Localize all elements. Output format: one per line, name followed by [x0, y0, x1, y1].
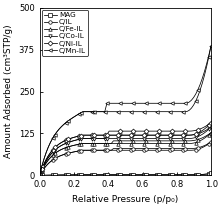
- Line: C/Co-IL: C/Co-IL: [38, 125, 213, 177]
- C/Mn-IL: [140, 110, 143, 113]
- MAG: [140, 173, 143, 176]
- MAG: [143, 173, 145, 176]
- MAG: [149, 173, 152, 176]
- C/IL: [210, 141, 212, 143]
- C/Ni-IL: [140, 134, 143, 136]
- C/Co-IL: [143, 137, 145, 140]
- C/Mn-IL: [114, 110, 117, 113]
- C/Ni-IL: [155, 134, 158, 136]
- C/IL: [149, 149, 152, 151]
- C/Fe-IL: [149, 142, 152, 145]
- C/Co-IL: [210, 126, 212, 128]
- MAG: [210, 172, 212, 175]
- Legend: MAG, C/IL, C/Fe-IL, C/Co-IL, C/Ni-IL, C/Mn-IL: MAG, C/IL, C/Fe-IL, C/Co-IL, C/Ni-IL, C/…: [42, 10, 88, 56]
- Line: C/Ni-IL: C/Ni-IL: [38, 121, 213, 177]
- C/Mn-IL: [143, 110, 145, 113]
- C/IL: [114, 149, 117, 151]
- C/Mn-IL: [38, 173, 41, 176]
- C/Ni-IL: [114, 134, 117, 136]
- MAG: [38, 174, 41, 177]
- Line: MAG: MAG: [38, 172, 213, 177]
- C/Co-IL: [114, 137, 117, 140]
- C/Ni-IL: [143, 134, 145, 136]
- Line: C/IL: C/IL: [38, 140, 213, 177]
- C/Fe-IL: [143, 142, 145, 145]
- X-axis label: Relative Pressure (p/p₀): Relative Pressure (p/p₀): [72, 195, 178, 204]
- C/IL: [143, 149, 145, 151]
- C/Mn-IL: [190, 107, 193, 109]
- C/Ni-IL: [210, 121, 212, 124]
- C/Fe-IL: [114, 142, 117, 145]
- C/Ni-IL: [190, 134, 193, 136]
- C/Ni-IL: [38, 174, 41, 176]
- C/Co-IL: [155, 137, 158, 140]
- C/Mn-IL: [155, 110, 158, 113]
- Line: C/Mn-IL: C/Mn-IL: [38, 45, 213, 176]
- C/Co-IL: [140, 137, 143, 140]
- C/IL: [155, 149, 158, 151]
- MAG: [155, 173, 158, 176]
- C/IL: [38, 174, 41, 176]
- C/Fe-IL: [38, 174, 41, 176]
- C/Fe-IL: [140, 142, 143, 145]
- C/Fe-IL: [190, 142, 193, 145]
- MAG: [190, 173, 193, 176]
- Y-axis label: Amount Adsorbed (cm³STP/g): Amount Adsorbed (cm³STP/g): [4, 25, 13, 158]
- C/Co-IL: [38, 174, 41, 176]
- C/Co-IL: [190, 137, 193, 140]
- C/IL: [140, 149, 143, 151]
- C/Ni-IL: [149, 134, 152, 136]
- C/Mn-IL: [210, 45, 212, 48]
- Line: C/Fe-IL: C/Fe-IL: [38, 131, 213, 177]
- C/Fe-IL: [210, 132, 212, 134]
- C/Co-IL: [149, 137, 152, 140]
- C/Fe-IL: [155, 142, 158, 145]
- C/IL: [190, 149, 193, 151]
- C/Mn-IL: [149, 110, 152, 113]
- MAG: [114, 173, 117, 176]
